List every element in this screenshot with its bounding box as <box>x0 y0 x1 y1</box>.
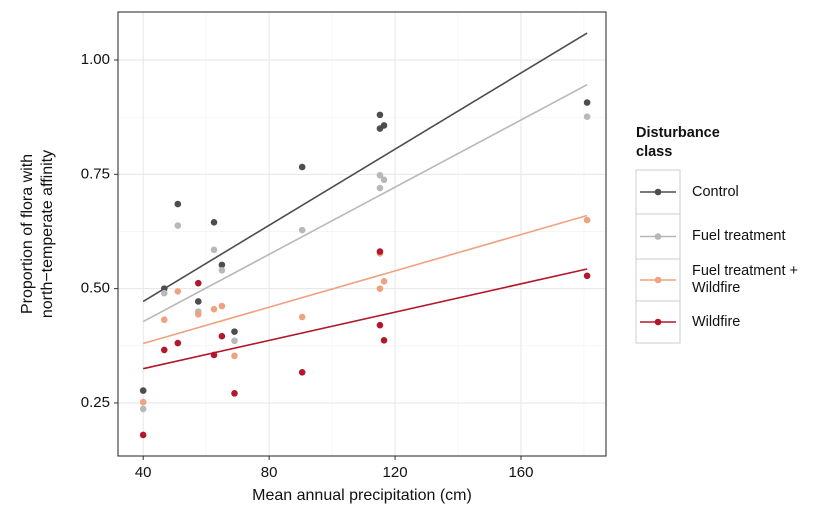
x-tick-label: 160 <box>508 464 533 481</box>
point <box>231 328 238 335</box>
point <box>376 171 384 179</box>
point <box>231 352 238 360</box>
point <box>376 184 384 192</box>
legend-label: Fuel treatment <box>692 228 786 244</box>
y-tick-label: 0.50 <box>81 280 110 297</box>
point <box>298 163 306 171</box>
point <box>194 298 202 305</box>
point <box>218 302 226 310</box>
point <box>380 278 388 285</box>
point <box>139 387 147 394</box>
point <box>231 390 238 397</box>
point <box>210 305 218 313</box>
legend-label: Wildfire <box>692 313 741 330</box>
point <box>376 248 384 255</box>
legend-label: Fuel treatment + Wildfire <box>692 263 798 296</box>
y-tick-label: 0.75 <box>81 165 110 182</box>
point <box>194 279 202 287</box>
x-tick-label: 40 <box>135 464 152 481</box>
y-tick-label: 1.00 <box>81 51 110 68</box>
y-axis-label: north−temperate affinity <box>39 150 56 318</box>
point <box>174 200 182 208</box>
point <box>218 332 226 340</box>
point <box>210 219 218 226</box>
point <box>210 351 218 359</box>
point <box>210 246 218 254</box>
point <box>160 346 168 354</box>
point <box>139 431 147 439</box>
point <box>380 337 388 344</box>
point <box>231 337 238 345</box>
point <box>376 321 384 329</box>
point <box>218 261 226 269</box>
point <box>194 310 202 318</box>
point <box>380 122 388 129</box>
legend-label: Control <box>692 183 739 200</box>
trend-line <box>142 83 588 323</box>
plot-border <box>117 11 607 457</box>
y-axis-label: Proportion of flora with <box>19 154 36 314</box>
point <box>583 216 591 224</box>
point <box>139 405 147 413</box>
point <box>376 111 384 119</box>
point <box>583 99 591 106</box>
trend-line <box>142 32 588 303</box>
trend-line <box>143 268 588 370</box>
point <box>160 316 168 324</box>
legend-title: class <box>636 144 673 160</box>
point <box>160 285 168 292</box>
point <box>174 222 182 229</box>
point <box>380 176 388 184</box>
x-tick-label: 120 <box>383 464 408 481</box>
point <box>298 226 306 234</box>
y-tick-label: 0.25 <box>81 394 110 411</box>
point <box>160 289 168 297</box>
point <box>218 267 226 274</box>
point <box>174 288 182 295</box>
x-axis-label: Mean annual precipitation (cm) <box>252 487 472 504</box>
point <box>298 369 306 376</box>
legend-point <box>654 276 662 284</box>
x-tick-label: 80 <box>261 464 278 481</box>
point <box>583 113 591 121</box>
point <box>174 339 182 347</box>
point <box>376 285 384 292</box>
legend-point <box>654 188 662 196</box>
legend-point <box>654 233 662 240</box>
legend-point <box>654 318 662 326</box>
plot-background <box>118 12 606 456</box>
point <box>139 398 147 406</box>
point <box>583 272 591 280</box>
legend-title: Disturbance <box>636 125 720 141</box>
point <box>298 313 306 321</box>
trend-line <box>142 214 588 345</box>
